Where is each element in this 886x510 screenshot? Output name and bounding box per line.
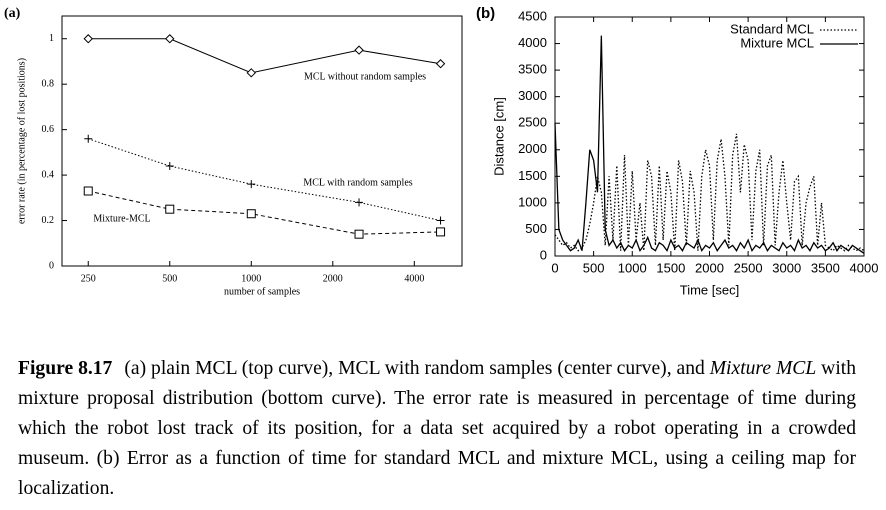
- marker: [247, 180, 256, 189]
- x-tick-label: 3500: [811, 260, 840, 275]
- y-tick-label: 3000: [518, 88, 547, 103]
- marker: [436, 227, 446, 237]
- x-tick-label: 2500: [734, 260, 763, 275]
- marker: [84, 134, 93, 143]
- series-line: [88, 190, 441, 235]
- y-axis-label: Distance [cm]: [491, 97, 506, 176]
- marker: [83, 34, 93, 44]
- caption-emphasis: Mixture MCL: [709, 358, 817, 379]
- y-tick-label: 0: [540, 247, 547, 262]
- x-tick-label: 2000: [695, 260, 724, 275]
- series-line: [554, 35, 865, 254]
- y-tick-label: 4500: [518, 8, 547, 23]
- legend-label: Standard MCL: [730, 21, 814, 36]
- panel-label: (a): [4, 6, 21, 21]
- x-axis-label: Time [sec]: [680, 282, 739, 297]
- marker: [354, 229, 364, 239]
- x-tick-label: 500: [162, 273, 177, 284]
- caption: Figure 8.17 (a) plain MCL (top curve), MC…: [18, 354, 856, 504]
- figure: (a) number of samples error rate (in perce…: [4, 5, 878, 297]
- y-tick-label: 1000: [518, 194, 547, 209]
- panel-label: (b): [476, 5, 495, 22]
- x-tick-label: 1000: [241, 273, 261, 284]
- caption-text: (a) plain MCL (top curve), MCL with rand…: [124, 358, 710, 379]
- y-tick-label: 3500: [518, 62, 547, 77]
- marker: [435, 59, 446, 69]
- x-tick-label: 0: [551, 260, 558, 275]
- x-tick-label: 1500: [656, 260, 685, 275]
- series-label: MCL without random samples: [304, 71, 426, 82]
- x-tick-label: 1000: [618, 260, 647, 275]
- marker: [83, 186, 93, 196]
- series-label: Mixture-MCL: [93, 213, 150, 224]
- series-label: MCL with random samples: [303, 177, 412, 188]
- marker: [165, 204, 175, 214]
- marker: [436, 216, 445, 225]
- x-tick-label: 3000: [772, 260, 801, 275]
- y-tick-label: 2000: [518, 141, 547, 156]
- y-tick-label: 0.6: [42, 124, 55, 135]
- y-tick-label: 0.2: [42, 215, 55, 226]
- y-tick-label: 1: [49, 33, 54, 44]
- marker: [246, 209, 256, 219]
- y-tick-label: 2500: [518, 115, 547, 130]
- x-tick-label: 2000: [323, 273, 343, 284]
- x-tick-label: 4000: [850, 260, 879, 275]
- legend-label: Mixture MCL: [740, 35, 814, 50]
- marker: [165, 34, 175, 44]
- series-line: [88, 38, 441, 74]
- marker: [355, 198, 364, 207]
- x-tick-label: 250: [81, 273, 96, 284]
- series-line: [554, 133, 865, 252]
- y-axis-label: error rate (in percentage of lost positi…: [16, 58, 27, 224]
- caption-text: with mixture proposal distribution (bott…: [18, 358, 857, 499]
- y-tick-label: 500: [525, 221, 547, 236]
- y-tick-label: 0.4: [42, 169, 55, 180]
- plot-frame: [61, 15, 463, 267]
- x-tick-label: 4000: [404, 273, 424, 284]
- x-axis-label: number of samples: [224, 286, 300, 297]
- marker: [354, 45, 364, 55]
- marker: [246, 68, 256, 78]
- marker: [165, 162, 174, 170]
- y-tick-label: 4000: [518, 35, 547, 50]
- chart: (a) number of samples error rate (in perce…: [4, 6, 463, 297]
- y-tick-label: 1500: [518, 168, 547, 183]
- x-tick-label: 500: [583, 260, 605, 275]
- y-tick-label: 0.8: [42, 78, 55, 89]
- caption-label: Figure 8.17: [18, 358, 113, 379]
- chart: (b) Time [sec] Distance [cm] 0 500 1000 1500 20…: [476, 5, 878, 297]
- y-tick-label: 0: [49, 260, 54, 271]
